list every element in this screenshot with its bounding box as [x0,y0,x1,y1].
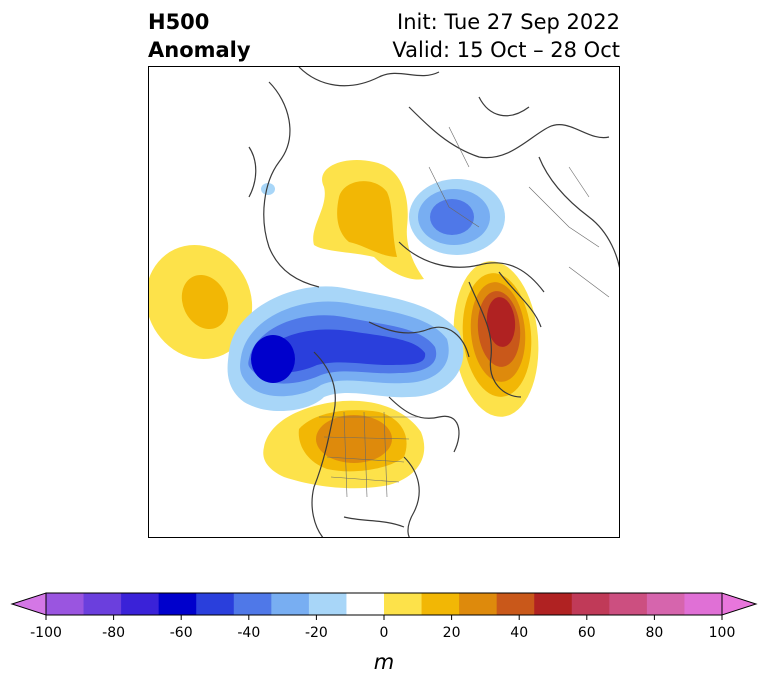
map-title: H500 Anomaly [148,8,251,64]
map-panel [148,66,620,538]
colorbar-segment [684,593,723,615]
colorbar-segment [196,593,235,615]
coastlines [248,67,619,537]
colorbar-unit-label: m [373,650,395,674]
colorbar: -100 -80 -60 -40 -20 0 20 40 60 80 100 [10,592,758,641]
anomaly-positive-scandinavia [453,261,539,417]
colorbar-tick-label: 60 [578,625,596,641]
colorbar-segment [46,593,85,615]
colorbar-segment [346,593,385,615]
colorbar-segment [158,593,197,615]
colorbar-tick-label: 80 [645,625,663,641]
colorbar-tick-label: 40 [510,625,528,641]
colorbar-segment [571,593,610,615]
colorbar-segment [609,593,648,615]
map-canvas [149,67,619,537]
colorbar-tick-label: 0 [380,625,389,641]
colorbar-over-extension [721,592,758,616]
colorbar-segment [233,593,272,615]
colorbar-segment [421,593,460,615]
colorbar-segment [646,593,685,615]
colorbar-tick-label: -100 [30,625,62,641]
title-variable: H500 [148,10,210,34]
anomaly-negative-pacific-arctic [227,286,464,412]
colorbar-tick-label: -60 [170,625,193,641]
colorbar-segment [308,593,347,615]
colorbar-segment [459,593,498,615]
map-dates: Init: Tue 27 Sep 2022 Valid: 15 Oct – 28… [392,8,620,64]
anomaly-positive-w-north-america [263,400,425,489]
colorbar-segment [534,593,573,615]
init-date: Init: Tue 27 Sep 2022 [397,10,620,34]
colorbar-segment [121,593,160,615]
political-borders [319,126,610,498]
anomaly-negative-w-siberia [409,179,505,255]
colorbar-segment [384,593,423,615]
valid-range: Valid: 15 Oct – 28 Oct [392,38,620,62]
colorbar-tick-label: -20 [305,625,328,641]
colorbar-tick-label: 100 [709,625,736,641]
colorbar-tick-label: 20 [443,625,461,641]
colorbar-tick-label: -80 [102,625,125,641]
colorbar-tick-label: -40 [237,625,260,641]
anomaly-positive-ne-pacific [149,245,253,359]
colorbar-segment [83,593,122,615]
colorbar-segment [271,593,310,615]
anomaly-negative-small [261,183,275,195]
anomaly-positive-siberia [313,159,424,280]
colorbar-under-extension [10,592,47,616]
colorbar-segment [496,593,535,615]
title-product: Anomaly [148,38,251,62]
